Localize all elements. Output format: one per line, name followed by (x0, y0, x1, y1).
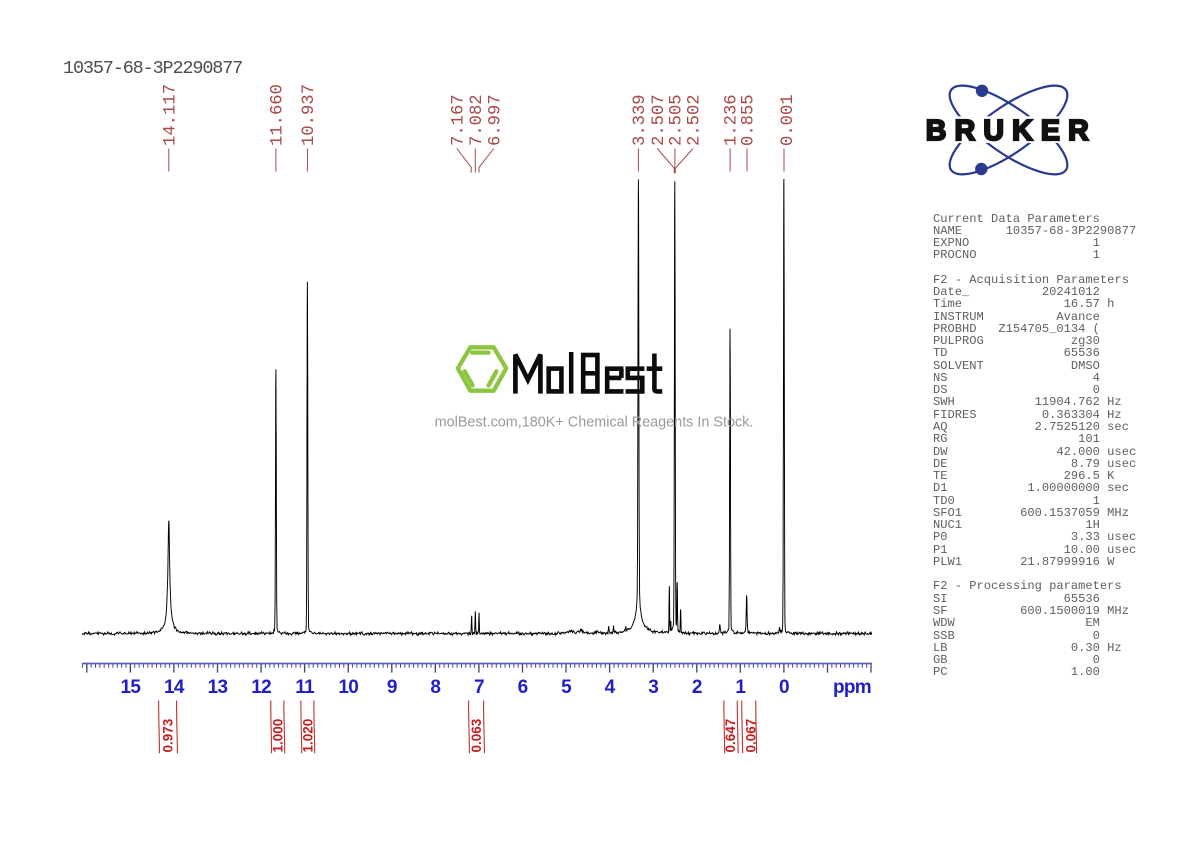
svg-text:3.339: 3.339 (631, 94, 650, 146)
svg-text:7.082: 7.082 (468, 94, 487, 146)
svg-text:1.000: 1.000 (270, 719, 285, 753)
svg-text:13: 13 (208, 677, 228, 698)
svg-text:10.937: 10.937 (300, 84, 319, 146)
svg-text:1: 1 (735, 677, 746, 698)
svg-text:1.236: 1.236 (723, 94, 742, 146)
svg-text:5: 5 (561, 677, 572, 698)
svg-text:0.973: 0.973 (160, 718, 175, 752)
svg-text:4: 4 (605, 677, 616, 698)
svg-text:0: 0 (779, 677, 789, 698)
svg-text:14.117: 14.117 (161, 84, 180, 146)
svg-text:7: 7 (474, 677, 484, 698)
svg-text:ppm: ppm (833, 677, 871, 698)
svg-text:2: 2 (692, 677, 702, 698)
svg-text:0.001: 0.001 (779, 94, 798, 146)
svg-text:0.067: 0.067 (744, 719, 759, 753)
svg-text:6.997: 6.997 (486, 94, 505, 146)
svg-text:0.647: 0.647 (723, 719, 738, 753)
svg-text:2.502: 2.502 (686, 94, 705, 146)
svg-text:11: 11 (295, 677, 315, 698)
svg-text:2.505: 2.505 (668, 94, 687, 146)
svg-text:10: 10 (338, 677, 358, 698)
svg-text:6: 6 (518, 677, 528, 698)
svg-text:9: 9 (387, 677, 397, 698)
svg-text:2.507: 2.507 (650, 94, 669, 146)
svg-text:15: 15 (121, 677, 142, 698)
svg-text:14: 14 (164, 677, 185, 698)
svg-text:0.063: 0.063 (469, 718, 484, 752)
svg-text:12: 12 (251, 677, 271, 698)
svg-text:7.167: 7.167 (449, 94, 468, 146)
svg-text:1.020: 1.020 (300, 719, 315, 753)
svg-text:0.855: 0.855 (740, 94, 759, 146)
svg-text:8: 8 (430, 677, 440, 698)
svg-text:3: 3 (648, 677, 658, 698)
svg-text:molBest.com,180K+ Chemical Rea: molBest.com,180K+ Chemical Reagents In S… (435, 415, 754, 431)
svg-text:BRUKER: BRUKER (926, 115, 1097, 147)
svg-text:11.660: 11.660 (269, 84, 288, 146)
